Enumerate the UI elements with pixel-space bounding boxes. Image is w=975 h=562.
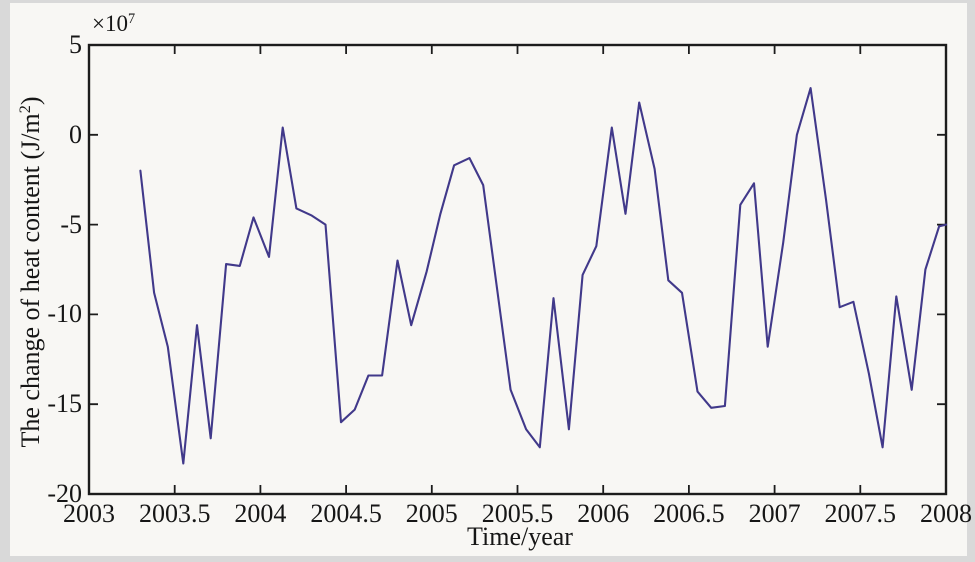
y-tick-label: 0: [69, 119, 82, 149]
plot-border: [87, 43, 948, 496]
y-axis-title-close: ): [16, 96, 45, 106]
y-tick-label: -5: [60, 209, 82, 239]
y-axis-title-superscript: 2: [17, 105, 35, 114]
x-tick-label: 2005: [405, 499, 458, 528]
data-line: [139, 87, 948, 465]
y-tick-label: -15: [47, 389, 82, 419]
x-axis-title: Time/year: [467, 522, 573, 551]
x-tick-label: 2006.5: [653, 499, 725, 528]
x-tick-label: 2007.5: [824, 499, 897, 528]
x-tick-label: 2003.5: [138, 499, 211, 528]
x-tick-label: 2003: [63, 499, 115, 528]
multiplier-base: ×10: [92, 11, 128, 36]
axis-ticks: [88, 44, 947, 495]
x-tick-label: 2004: [234, 499, 287, 528]
x-tick-label: 2004.5: [310, 499, 382, 528]
y-tick-label: -20: [47, 479, 82, 508]
multiplier-exponent: 7: [127, 11, 136, 28]
x-tick-label: 2007: [748, 499, 801, 528]
y-tick-label: 5: [69, 30, 82, 59]
x-tick-label: 2005.5: [481, 499, 554, 528]
y-axis-multiplier: ×107: [92, 11, 135, 40]
x-tick-label: 2008: [920, 499, 972, 528]
y-tick-label: -10: [47, 299, 82, 329]
x-tick-label: 2006: [577, 499, 630, 528]
